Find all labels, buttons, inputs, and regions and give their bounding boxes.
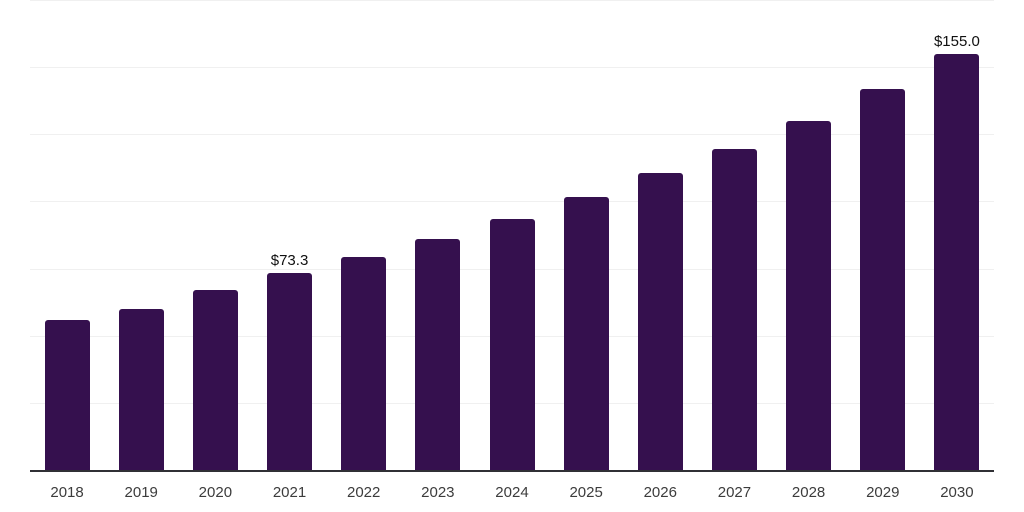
x-tick-2030: 2030 [940,484,974,501]
x-tick-2019: 2019 [124,484,158,501]
x-tick-2024: 2024 [495,484,529,501]
bar-2026 [637,173,683,470]
x-tick-2025: 2025 [569,484,603,501]
bar-2021 [267,273,313,470]
x-tick-2023: 2023 [421,484,455,501]
data-label-2021: $73.3 [270,252,309,270]
gridline-100 [30,201,994,203]
gridline-175 [30,0,994,1]
bar-2022 [341,256,387,470]
bar-2023 [415,238,461,470]
bar-2030 [934,53,980,470]
bar-2029 [860,88,906,470]
x-tick-2027: 2027 [717,484,752,501]
x-tick-2020: 2020 [198,484,233,501]
x-tick-2028: 2028 [791,484,826,501]
gridline-125 [30,134,994,136]
bar-2025 [563,197,609,470]
bar-2027 [711,149,757,470]
data-label-2030: $155.0 [933,32,980,50]
bar-2018 [44,320,90,470]
x-tick-2026: 2026 [643,484,677,501]
plot-area: $73.3 $155.0 [30,0,994,470]
bar-2020 [192,289,238,470]
x-axis-line [30,470,994,472]
gridline-150 [30,67,994,69]
bar-2019 [118,309,164,470]
bar-2024 [489,219,535,470]
bar-2028 [786,121,832,470]
x-tick-2018: 2018 [50,484,84,501]
x-tick-2022: 2022 [346,484,381,501]
x-tick-2029: 2029 [866,484,900,501]
x-tick-2021: 2021 [272,484,307,501]
